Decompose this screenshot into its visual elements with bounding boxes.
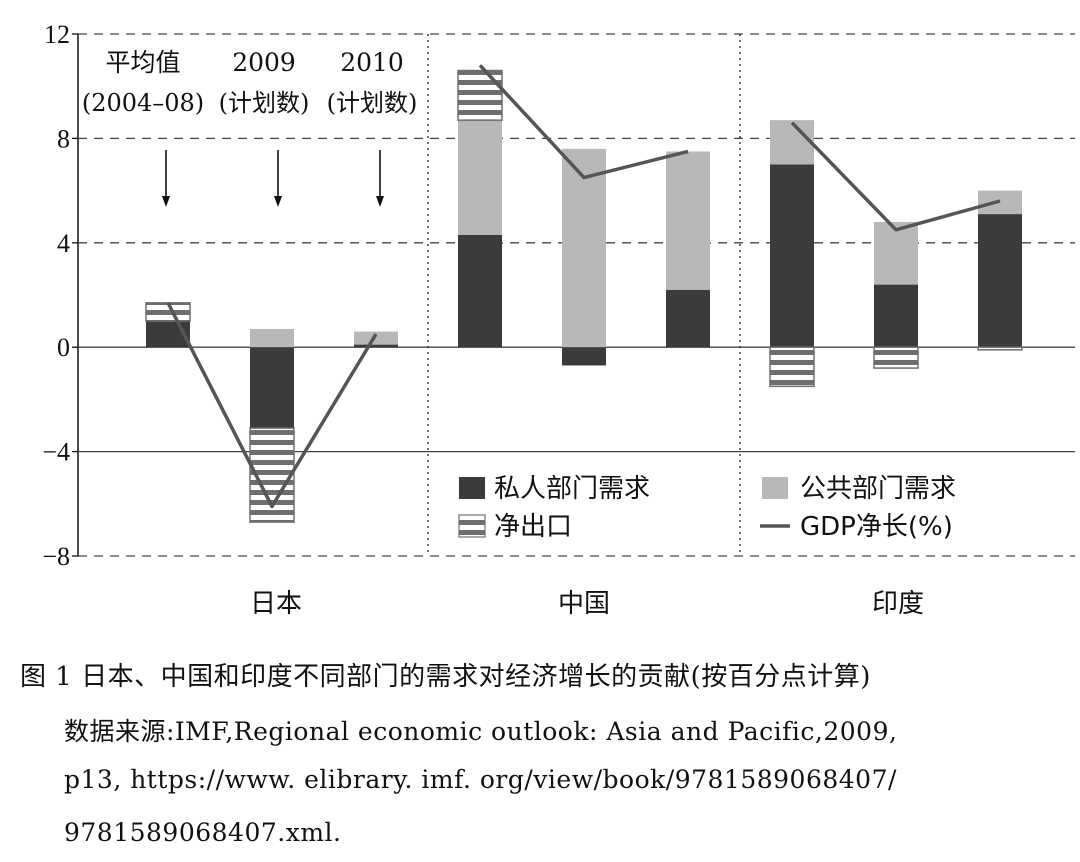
bar-net-exports	[977, 346, 1023, 351]
source-line-1: 数据来源:IMF,Regional economic outlook: Asia…	[64, 717, 898, 746]
source-line-2: p13, https://www. elibrary. imf. org/vie…	[64, 765, 897, 794]
bar-public	[874, 221, 918, 285]
legend-swatch-net-exports	[458, 514, 486, 538]
bar-net-exports	[457, 69, 503, 121]
bar-private	[250, 347, 294, 429]
group-label: 印度	[872, 589, 924, 619]
period-label-line2: (计划数)	[219, 89, 310, 117]
gdp-line	[166, 302, 378, 509]
bar-private	[458, 234, 502, 348]
period-label-line1: 2009	[232, 48, 296, 77]
bar-public	[770, 120, 814, 165]
gdp-line-layer	[166, 64, 1001, 509]
period-label-line2: (计划数)	[327, 89, 418, 117]
legend-label-private: 私人部门需求	[494, 474, 650, 504]
gdp-line	[790, 121, 1001, 232]
bar-net-exports	[769, 346, 815, 388]
y-tick-label: 8	[57, 124, 70, 153]
legend-label-net-exports: 净出口	[494, 512, 572, 542]
gdp-line	[478, 64, 689, 180]
y-tick-label: −4	[42, 438, 70, 467]
arrow-head-icon	[162, 196, 170, 207]
arrow-head-icon	[376, 196, 384, 207]
y-tick-label: −8	[42, 542, 70, 571]
y-tick-label: 0	[57, 333, 70, 362]
bar-private	[874, 284, 918, 348]
legend-label-gdp: GDP净长(%)	[800, 512, 953, 542]
legend-swatch-private	[459, 477, 485, 499]
y-tick-label: 4	[57, 229, 70, 258]
bar-net-exports	[873, 346, 919, 369]
bar-public	[354, 331, 398, 345]
bar-public	[562, 148, 606, 348]
group-label: 中国	[558, 589, 610, 619]
bar-public	[666, 151, 710, 290]
figure-caption: 图 1 日本、中国和印度不同部门的需求对经济增长的贡献(按百分点计算)	[20, 662, 871, 692]
group-label: 日本	[250, 589, 302, 619]
legend-label-public: 公共部门需求	[800, 474, 956, 504]
bar-public	[458, 120, 502, 235]
source-line-3: 9781589068407.xml.	[64, 818, 342, 847]
period-label-line1: 2010	[340, 48, 404, 77]
period-label-line2: (2004–08)	[82, 89, 204, 117]
bar-public	[250, 328, 294, 348]
bar-private	[562, 347, 606, 366]
text-layer: 12 8 4 0 −4 −8 日本 中国 印度 平均值 (2004–08) 2009 (计划数) 2010…	[42, 20, 924, 619]
legend-swatch-public	[762, 477, 788, 499]
bar-private	[770, 164, 814, 348]
chart-canvas: 12 8 4 0 −4 −8 日本 中国 印度 平均值 (2004–08) 2009 (计划数) 2010…	[42, 20, 1075, 619]
y-tick-label: 12	[44, 20, 70, 49]
bar-private	[354, 344, 398, 348]
period-label-line1: 平均值	[105, 48, 180, 77]
bar-private	[978, 214, 1022, 348]
arrow-head-icon	[274, 196, 282, 207]
bar-private	[666, 289, 710, 348]
